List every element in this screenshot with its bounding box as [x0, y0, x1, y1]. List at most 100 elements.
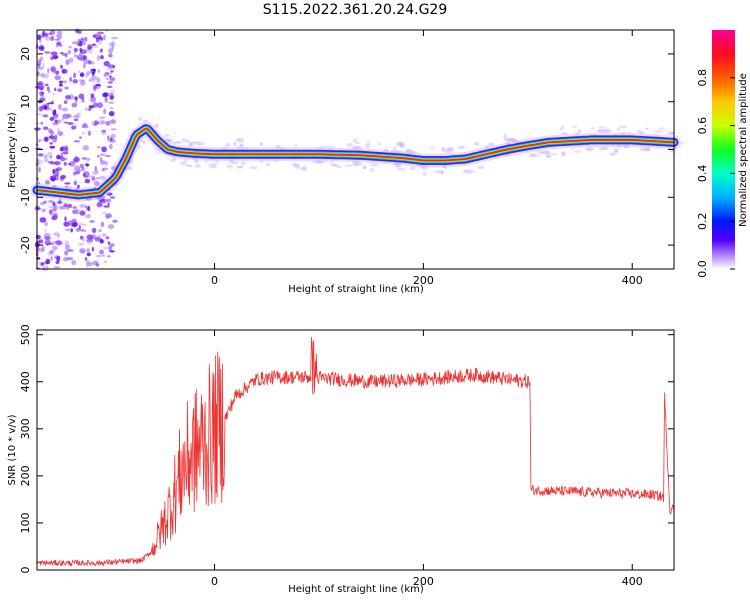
heatmap-speckle: [96, 146, 101, 149]
heatmap-speckle: [107, 241, 111, 246]
heatmap-speckle: [185, 164, 193, 168]
heatmap-speckle: [94, 32, 101, 38]
heatmap-speckle: [573, 149, 583, 154]
heatmap-speckle: [108, 42, 116, 47]
heatmap-speckle: [336, 165, 342, 168]
heatmap-speckle: [35, 235, 40, 239]
heatmap-speckle: [45, 180, 50, 185]
heatmap-speckle: [110, 243, 115, 247]
heatmap-speckle: [68, 57, 74, 63]
heatmap-speckle: [80, 80, 86, 86]
heatmap-speckle: [58, 104, 62, 110]
heatmap-speckle: [444, 148, 453, 154]
heatmap-speckle: [259, 142, 263, 146]
heatmap-speckle: [97, 69, 101, 73]
heatmap-speckle: [173, 158, 177, 161]
heatmap-speckle: [235, 138, 245, 143]
heatmap-speckle: [38, 46, 43, 50]
heatmap-speckle: [88, 60, 92, 65]
heatmap-speckle: [92, 102, 98, 108]
heatmap-speckle: [68, 203, 72, 208]
spectrogram-xtick-label: 200: [413, 274, 434, 287]
snr-ytick-label: 100: [19, 512, 32, 533]
heatmap-speckle: [79, 248, 86, 254]
heatmap-speckle: [654, 130, 663, 134]
heatmap-speckle: [99, 175, 106, 180]
heatmap-speckle: [63, 80, 67, 84]
heatmap-speckle: [44, 236, 51, 241]
heatmap-speckle: [86, 48, 93, 54]
heatmap-speckle: [79, 136, 82, 139]
heatmap-speckle: [645, 127, 649, 130]
heatmap-speckle: [154, 123, 159, 128]
heatmap-speckle: [224, 142, 231, 148]
heatmap-speckle: [37, 34, 42, 41]
heatmap-speckle: [60, 152, 64, 158]
spectrogram-ridge-layer-6: [36, 127, 675, 196]
heatmap-speckle: [86, 234, 94, 240]
heatmap-speckle: [392, 146, 397, 150]
heatmap-speckle: [560, 125, 565, 130]
heatmap-speckle: [53, 232, 60, 236]
heatmap-speckle: [54, 87, 57, 92]
heatmap-speckle: [71, 41, 79, 45]
heatmap-speckle: [109, 77, 116, 82]
heatmap-speckle: [52, 201, 56, 206]
heatmap-speckle: [100, 221, 105, 228]
heatmap-speckle: [42, 32, 47, 37]
heatmap-speckle: [422, 171, 428, 177]
heatmap-speckle: [67, 50, 71, 55]
heatmap-speckle: [49, 130, 55, 136]
heatmap-speckle: [86, 248, 90, 253]
heatmap-speckle: [642, 148, 652, 152]
heatmap-speckle: [531, 155, 541, 158]
heatmap-speckle: [399, 142, 405, 148]
heatmap-speckle: [67, 122, 74, 125]
snr-series-line: [36, 337, 675, 568]
snr-xtick-label: 400: [622, 575, 643, 588]
heatmap-speckle: [49, 142, 53, 145]
heatmap-speckle: [39, 37, 42, 43]
heatmap-speckle: [362, 166, 367, 170]
heatmap-speckle: [102, 246, 109, 250]
heatmap-speckle: [54, 75, 62, 81]
heatmap-speckle: [353, 161, 362, 166]
heatmap-speckle: [108, 101, 115, 104]
heatmap-speckle: [571, 125, 578, 128]
heatmap-speckle: [50, 161, 55, 165]
heatmap-speckle: [41, 208, 46, 213]
heatmap-speckle: [105, 161, 109, 167]
heatmap-speckle: [47, 252, 54, 256]
heatmap-speckle: [208, 165, 217, 169]
heatmap-speckle: [62, 151, 69, 155]
heatmap-speckle: [82, 123, 88, 126]
heatmap-speckle: [73, 124, 78, 128]
heatmap-speckle: [101, 198, 108, 204]
heatmap-speckle: [49, 145, 56, 149]
heatmap-speckle: [84, 214, 92, 219]
colorbar-tick-label: 0.4: [696, 165, 709, 183]
colorbar-tick-label: 0.6: [696, 117, 709, 135]
heatmap-speckle: [91, 120, 98, 126]
heatmap-speckle: [54, 134, 58, 140]
heatmap-speckle: [96, 155, 100, 158]
heatmap-speckle: [578, 129, 582, 133]
heatmap-speckle: [41, 245, 45, 251]
heatmap-speckle: [103, 73, 108, 77]
heatmap-speckle: [618, 125, 628, 129]
heatmap-speckle: [92, 171, 99, 175]
heatmap-speckle: [64, 52, 68, 58]
heatmap-speckle: [99, 249, 104, 255]
heatmap-speckle: [72, 206, 78, 209]
heatmap-speckle: [86, 241, 92, 245]
heatmap-speckle: [43, 200, 47, 204]
heatmap-speckle: [236, 165, 244, 169]
heatmap-speckle: [91, 75, 98, 81]
heatmap-speckle: [67, 257, 74, 261]
heatmap-speckle: [363, 164, 367, 169]
heatmap-speckle: [528, 153, 537, 157]
heatmap-speckle: [88, 78, 92, 82]
heatmap-speckle: [57, 131, 64, 137]
heatmap-speckle: [79, 49, 87, 55]
